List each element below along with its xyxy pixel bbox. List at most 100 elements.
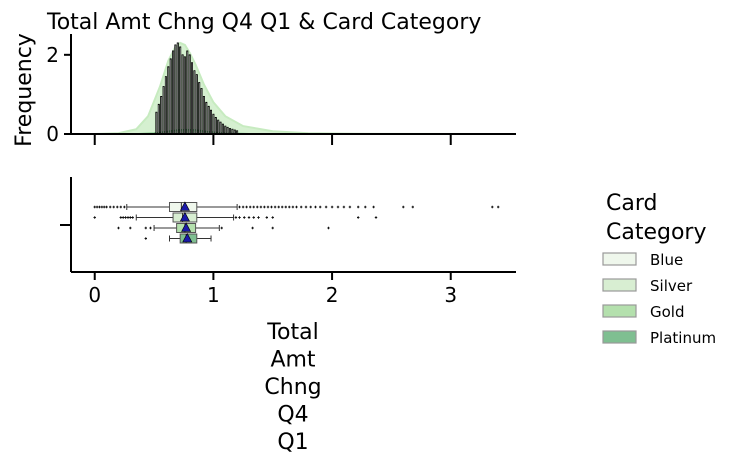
outlier-point xyxy=(314,205,317,209)
outlier-point xyxy=(357,216,360,219)
histogram-bar xyxy=(157,103,160,135)
outlier-point xyxy=(497,205,500,209)
histogram-bar xyxy=(198,82,201,135)
outlier-point xyxy=(126,216,130,219)
histogram-bar xyxy=(172,50,175,135)
outlier-point xyxy=(100,205,104,209)
mean-marker xyxy=(179,201,190,211)
chart-title: Total Amt Chng Q4 Q1 & Card Category xyxy=(46,10,481,35)
kde-blue-area xyxy=(94,41,499,135)
outlier-point xyxy=(243,216,246,219)
boxplot-gold xyxy=(117,222,330,233)
x-axis-label-line: Q1 xyxy=(277,430,308,455)
histogram-bar xyxy=(155,111,158,135)
outlier-point xyxy=(259,205,263,209)
hist-y-tick-label: 0 xyxy=(46,122,59,146)
histogram-bar xyxy=(202,96,205,135)
boxplot-platinum xyxy=(144,232,212,244)
boxplot-silver xyxy=(93,211,378,223)
outlier-point xyxy=(257,216,260,219)
x-tick-label: 1 xyxy=(207,283,220,307)
outlier-point xyxy=(119,216,122,219)
outlier-point xyxy=(342,205,346,209)
outlier-point xyxy=(129,226,132,230)
outlier-point xyxy=(131,216,134,219)
outlier-point xyxy=(122,216,125,219)
histogram-bar xyxy=(195,74,198,135)
x-tick-label: 2 xyxy=(326,283,339,307)
outlier-point xyxy=(98,205,101,209)
legend-swatch xyxy=(602,252,637,266)
x-axis-label-line: Amt xyxy=(270,348,315,373)
outlier-point xyxy=(238,216,241,219)
outlier-point xyxy=(124,216,127,219)
outlier-point xyxy=(252,216,255,219)
outlier-point xyxy=(281,205,284,209)
x-axis-label-line: Total xyxy=(266,320,318,345)
outlier-point xyxy=(220,226,223,230)
outlier-point xyxy=(277,205,280,209)
mean-marker xyxy=(179,211,190,222)
histogram-bar xyxy=(188,54,191,135)
outlier-point xyxy=(117,226,120,230)
outlier-point xyxy=(273,205,277,209)
outlier-point xyxy=(411,205,414,209)
outlier-point xyxy=(327,226,330,230)
histogram-bar xyxy=(214,117,217,135)
histogram-bar xyxy=(209,109,212,135)
outlier-point xyxy=(256,205,259,209)
hist-y-tick-label: 2 xyxy=(46,43,59,67)
histogram-bar xyxy=(205,101,208,135)
histogram-bar xyxy=(183,56,186,135)
outlier-point xyxy=(247,216,251,219)
histogram-bar xyxy=(162,86,165,135)
outlier-point xyxy=(271,216,274,219)
y-axis-label: Frequency xyxy=(12,33,37,147)
histogram-bar xyxy=(181,54,184,135)
histogram-bar xyxy=(179,46,182,135)
outlier-point xyxy=(109,205,112,209)
outlier-point xyxy=(348,205,352,209)
histogram-bar xyxy=(226,126,229,135)
outlier-point xyxy=(249,205,252,209)
outlier-point xyxy=(144,226,147,230)
histogram-bar xyxy=(221,123,224,135)
histogram-bar xyxy=(193,70,196,135)
outlier-point xyxy=(234,216,238,219)
x-axis-label-line: Chng xyxy=(264,375,321,400)
histogram-bar xyxy=(186,50,189,135)
outlier-point xyxy=(364,205,367,209)
histogram-bar xyxy=(217,119,220,135)
outlier-point xyxy=(123,205,126,209)
histogram-bar xyxy=(176,42,179,135)
outlier-point xyxy=(300,205,303,209)
legend-title-line: Category xyxy=(606,220,707,245)
outlier-point xyxy=(357,205,360,209)
outlier-point xyxy=(491,205,494,209)
outlier-point xyxy=(93,216,96,219)
boxplot-blue xyxy=(93,201,500,212)
outlier-point xyxy=(291,205,295,209)
outlier-point xyxy=(284,205,287,209)
outlier-point xyxy=(119,205,122,209)
legend-swatch xyxy=(602,330,637,344)
outlier-point xyxy=(304,205,308,209)
outlier-point xyxy=(103,205,106,209)
histogram-panel xyxy=(94,41,499,135)
histogram-bar xyxy=(190,62,193,135)
outlier-point xyxy=(149,226,152,230)
outlier-point xyxy=(116,205,119,209)
x-tick-label: 3 xyxy=(444,283,457,307)
outlier-point xyxy=(372,205,375,209)
outlier-point xyxy=(144,237,147,240)
histogram-bar xyxy=(200,88,203,135)
outlier-point xyxy=(330,205,334,209)
outlier-point xyxy=(251,226,254,230)
outlier-point xyxy=(241,205,245,209)
legend-label: Platinum xyxy=(650,329,716,347)
outlier-point xyxy=(271,226,274,230)
outlier-point xyxy=(309,205,312,209)
legend: Card Category Blue Silver Gold Platinum xyxy=(602,191,716,347)
